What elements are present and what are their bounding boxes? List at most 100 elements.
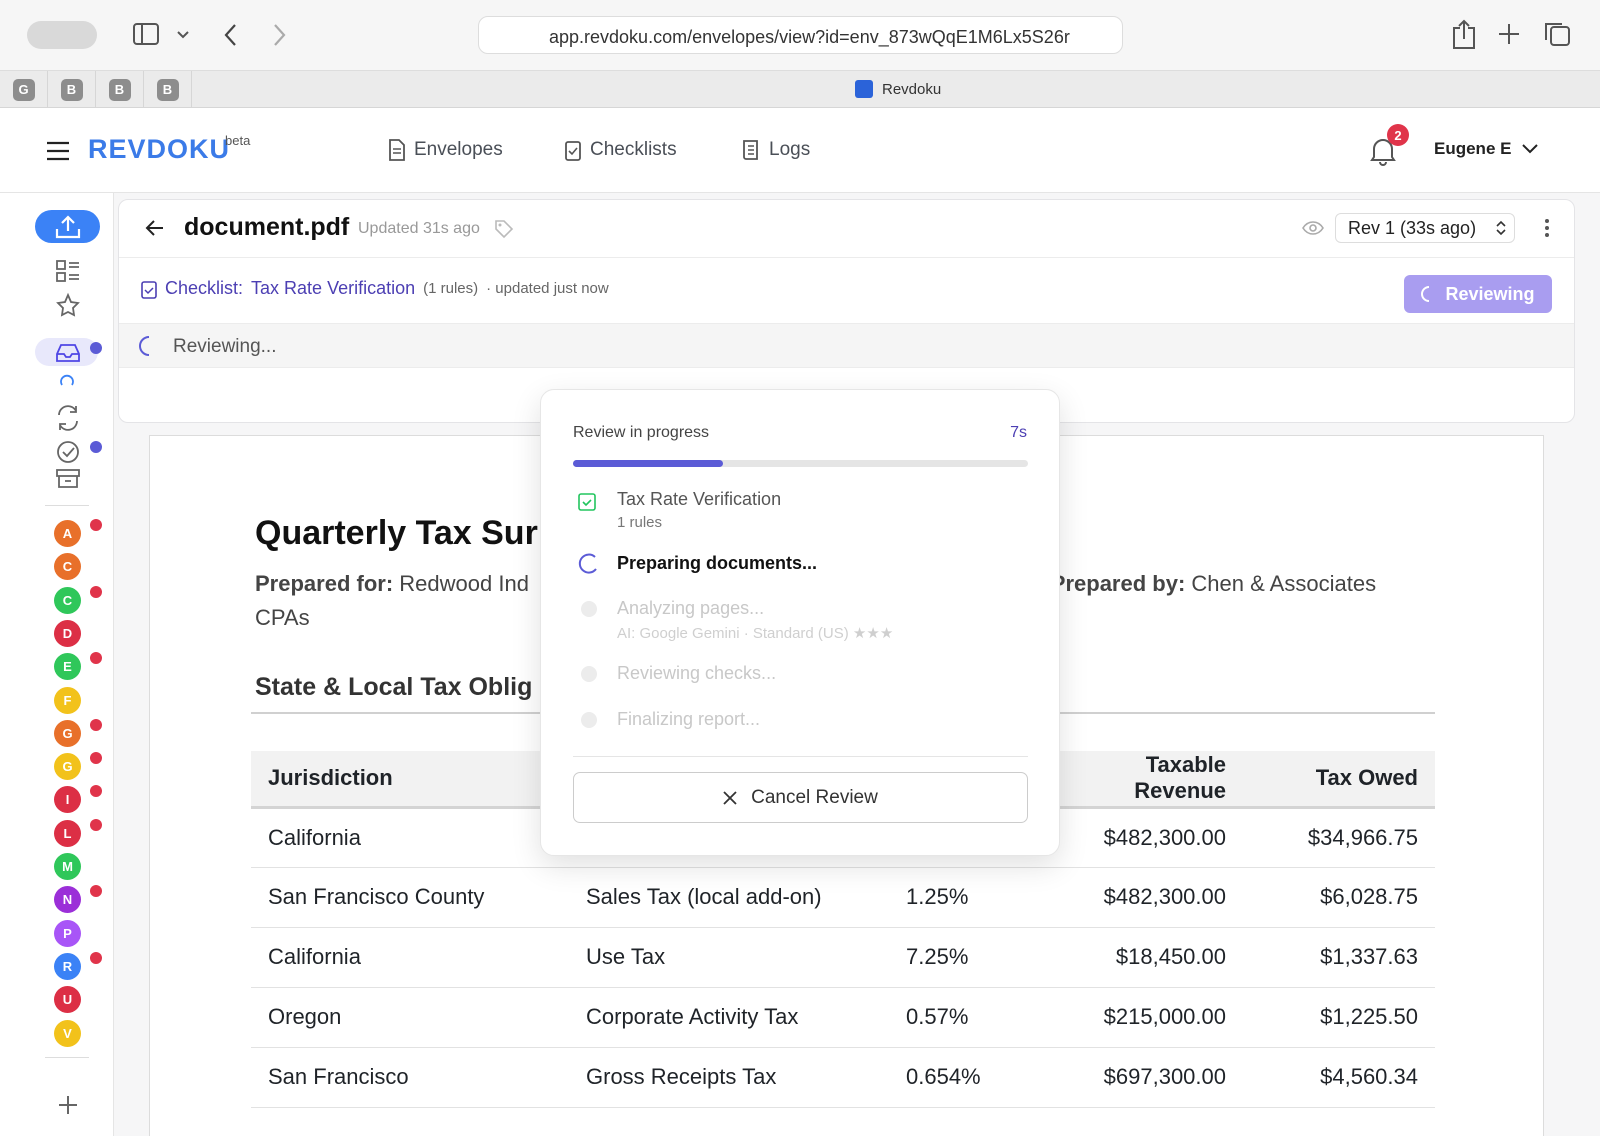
checklist-done-icon (578, 491, 596, 511)
tab-group[interactable]: B (96, 71, 144, 108)
visibility-icon[interactable] (1302, 220, 1324, 236)
elapsed-time: 7s (1010, 424, 1027, 442)
avatar[interactable]: U (54, 986, 81, 1013)
table-cell: $1,225.50 (1243, 987, 1435, 1047)
tab-group[interactable]: B (48, 71, 96, 108)
rules-count: (1 rules) (423, 280, 478, 297)
avatar[interactable]: F (54, 687, 81, 714)
table-cell: $1,337.63 (1243, 927, 1435, 987)
avatar[interactable]: V (54, 1020, 81, 1047)
table-row: San FranciscoGross Receipts Tax0.654%$69… (251, 1047, 1435, 1107)
table-cell: Oregon (251, 987, 569, 1047)
avatar[interactable]: L (54, 820, 81, 847)
divider (45, 505, 89, 506)
progress-bar (573, 460, 723, 467)
divider (573, 756, 1028, 757)
avatar[interactable]: G (54, 720, 81, 747)
table-cell: $697,300.00 (1057, 1047, 1243, 1107)
nav-label: Envelopes (414, 139, 503, 161)
avatar[interactable]: I (54, 786, 81, 813)
table-row: OregonCorporate Activity Tax0.57%$215,00… (251, 987, 1435, 1047)
inbox-icon[interactable] (55, 339, 81, 365)
tab-group-letter: G (13, 79, 35, 101)
table-cell: 1.25% (889, 867, 1057, 927)
avatar[interactable]: C (54, 587, 81, 614)
app-header: REVDOKU beta Envelopes Checklists Logs 2… (0, 108, 1600, 193)
divider (45, 1057, 89, 1058)
address-bar[interactable]: app.revdoku.com/envelopes/view?id=env_87… (478, 16, 1123, 54)
reviewing-label: Reviewing (1445, 284, 1534, 305)
reviewing-button[interactable]: Reviewing (1404, 275, 1552, 313)
table-cell: 0.57% (889, 987, 1057, 1047)
section-heading: State & Local Tax Oblig (255, 673, 532, 702)
checklist-rules: 1 rules (617, 514, 662, 531)
table-cell: $482,300.00 (1057, 867, 1243, 927)
avatar[interactable]: M (54, 853, 81, 880)
tab-group-letter: B (157, 79, 179, 101)
history-buttons[interactable] (220, 22, 290, 48)
document-title: document.pdf (184, 213, 349, 242)
table-cell: 0.654% (889, 1047, 1057, 1107)
unread-dot (90, 785, 102, 797)
prepared-by-label: Prepared by: (1051, 571, 1186, 596)
tab-icon (855, 80, 873, 98)
upload-button[interactable] (35, 210, 100, 243)
tab-group-letter: B (61, 79, 83, 101)
unread-dot (90, 819, 102, 831)
avatar[interactable]: P (54, 920, 81, 947)
more-button[interactable] (1544, 218, 1550, 238)
column-header: Tax Owed (1243, 751, 1435, 807)
avatar[interactable]: E (54, 653, 81, 680)
sidebar: ACCDEFGGILMNPRUV (0, 193, 114, 1136)
checklist-label[interactable]: Checklist: (165, 278, 243, 299)
tab-group[interactable]: B (144, 71, 192, 108)
avatar[interactable]: G (54, 753, 81, 780)
status-bar: Reviewing... (119, 323, 1574, 368)
sidebar-toggle[interactable] (132, 22, 192, 48)
table-cell: Use Tax (569, 927, 889, 987)
notification-count: 2 (1387, 124, 1409, 146)
back-button[interactable] (145, 219, 165, 237)
revision-select[interactable]: Rev 1 (33s ago) (1335, 213, 1515, 243)
progress-track (573, 460, 1028, 467)
table-cell: Corporate Activity Tax (569, 987, 889, 1047)
browser-actions[interactable] (1448, 18, 1578, 50)
user-menu-caret[interactable] (1521, 143, 1539, 155)
table-row: CaliforniaUse Tax7.25%$18,450.00$1,337.6… (251, 927, 1435, 987)
tab-group[interactable]: G (0, 71, 48, 108)
avatar[interactable]: R (54, 953, 81, 980)
avatar[interactable]: A (54, 520, 81, 547)
column-header: Taxable Revenue (1057, 751, 1243, 807)
prepared-for: Redwood Ind (399, 571, 529, 596)
nav-envelopes[interactable]: Envelopes (388, 139, 503, 161)
table-cell: $34,966.75 (1243, 807, 1435, 867)
tag-icon[interactable] (494, 219, 514, 239)
avatar[interactable]: C (54, 553, 81, 580)
add-button[interactable] (58, 1095, 78, 1115)
active-tab[interactable]: Revdoku (855, 80, 941, 98)
table-cell: California (251, 927, 569, 987)
logo[interactable]: REVDOKU (88, 134, 230, 165)
review-progress-modal: Review in progress 7s Tax Rate Verificat… (540, 389, 1060, 856)
cancel-button[interactable]: Cancel Review (573, 772, 1028, 823)
status-spinner (138, 335, 160, 357)
sidebar-icons[interactable] (55, 259, 81, 489)
step-label: Analyzing pages... (617, 598, 764, 619)
user-menu[interactable]: Eugene E (1434, 139, 1511, 159)
nav-logs[interactable]: Logs (741, 139, 810, 161)
unread-dot (90, 652, 102, 664)
profile-button[interactable] (27, 21, 97, 49)
unread-dot (90, 719, 102, 731)
step-spinner (577, 552, 599, 574)
table-cell: $18,450.00 (1057, 927, 1243, 987)
checklist-name[interactable]: Tax Rate Verification (251, 278, 415, 299)
menu-button[interactable] (46, 141, 70, 161)
table-cell: $215,000.00 (1057, 987, 1243, 1047)
avatar[interactable]: D (54, 620, 81, 647)
table-cell: San Francisco County (251, 867, 569, 927)
avatar[interactable]: N (54, 886, 81, 913)
nav-checklists[interactable]: Checklists (564, 139, 677, 161)
table-cell: 7.25% (889, 927, 1057, 987)
inbox-indicator (90, 342, 102, 354)
